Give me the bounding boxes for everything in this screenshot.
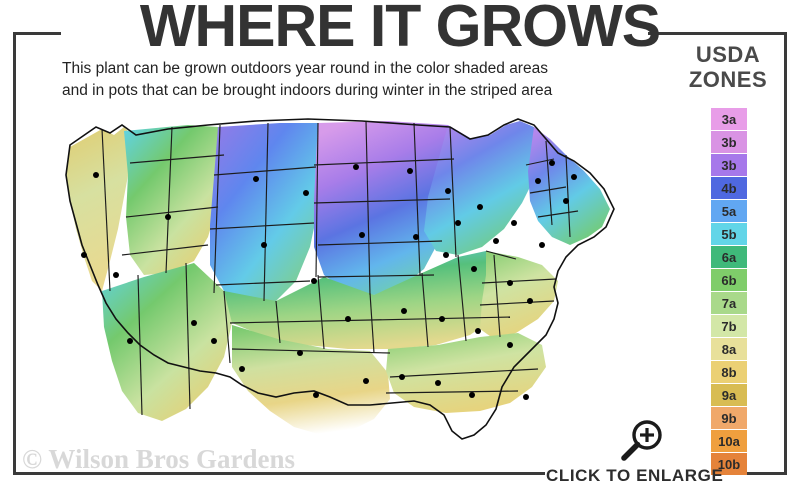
zone-region-great-lakes [424,121,542,255]
magnifier-svg [621,420,662,461]
zone-swatch-label: 9b [721,410,737,426]
zone-swatch-label: 7a [721,295,737,311]
zone-swatch-8a-10: 8a [711,338,747,361]
zone-swatch-10b-15: 10b [711,453,747,476]
legend-title: USDA ZONES [672,42,784,92]
magnifier-plus-icon[interactable] [614,417,668,465]
zone-swatch-label: 9a [721,387,737,403]
zone-swatch-label: 4b [721,180,737,196]
state-boundaries [101,120,579,416]
zone-swatch-label: 7b [721,318,737,334]
zone-swatch-3b-1: 3b [711,131,747,154]
zone-swatch-label: 5b [721,226,737,242]
zone-swatch-6a-6: 6a [711,246,747,269]
legend-title-line-2: ZONES [688,67,768,92]
national-outline [65,118,615,440]
zone-swatch-8b-11: 8b [711,361,747,384]
zone-swatch-3b-2: 3b [711,154,747,177]
subtitle-line-1: This plant can be grown outdoors year ro… [62,60,548,77]
subtitle-line-2: and in pots that can be brought indoors … [62,82,553,99]
frame-top-left-border [13,32,61,35]
frame-right-border [784,32,787,475]
frame-bottom-left-border [13,472,545,475]
zone-swatch-9b-13: 9b [711,407,747,430]
hardiness-zone-map[interactable] [18,105,678,455]
zone-swatch-10a-14: 10a [711,430,747,453]
zone-swatch-5a-4: 5a [711,200,747,223]
watermark: © Wilson Bros Gardens [22,444,295,474]
zone-swatch-label: 3b [721,157,737,173]
us-map-svg [18,105,678,455]
zone-swatch-label: 10a [718,433,740,449]
zone-swatch-label: 6b [721,272,737,288]
zone-swatch-label: 8b [721,364,737,380]
frame-bottom-right-border [733,472,787,475]
zone-swatch-label: 10b [717,456,741,472]
city-markers [81,160,577,400]
zone-swatch-6b-7: 6b [711,269,747,292]
zone-region-central-plains [216,251,510,349]
zone-swatch-7a-8: 7a [711,292,747,315]
zone-swatch-5b-5: 5b [711,223,747,246]
zone-swatch-9a-12: 9a [711,384,747,407]
frame-left-border [13,32,16,475]
zone-swatch-3a-0: 3a [711,108,747,131]
zone-swatch-label: 3b [721,134,737,150]
zone-swatch-label: 3a [721,111,737,127]
zone-region-southwest [102,263,232,421]
zone-swatch-label: 5a [721,203,737,219]
zone-swatch-4b-3: 4b [711,177,747,200]
zone-swatch-7b-9: 7b [711,315,747,338]
zone-fill-layer [66,121,610,435]
page-title: WHERE IT GROWS [139,0,661,59]
subtitle: This plant can be grown outdoors year ro… [62,58,622,102]
click-to-enlarge-label[interactable]: CLICK TO ENLARGE [546,466,724,485]
legend-title-line-1: USDA [695,42,761,67]
zone-region-pacific-coast [66,127,134,291]
zone-swatch-label: 6a [721,249,737,265]
zone-legend: 3a 3b 3b 4b 5a 5b 6a 6b 7a 7b 8a 8b 9a 9b 10a 10b [711,108,747,476]
zone-swatch-label: 8a [721,341,737,357]
zone-region-northwest [124,125,224,275]
frame-top-right-border [648,32,787,35]
